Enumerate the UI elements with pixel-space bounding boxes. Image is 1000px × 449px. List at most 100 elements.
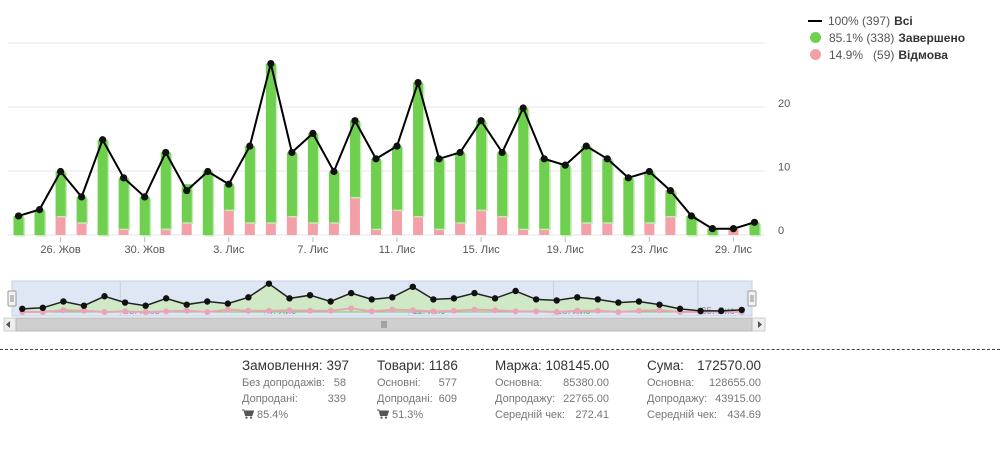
legend-pct: 85.1% — [829, 30, 864, 45]
navigator-rejected-point — [163, 308, 170, 315]
total-point — [624, 174, 632, 182]
navigator-rejected-point — [327, 307, 334, 314]
navigator-total-point — [430, 296, 437, 303]
navigator-rejected-point — [553, 309, 560, 315]
bar-completed — [55, 171, 66, 216]
navigator-rejected-point — [368, 308, 375, 315]
legend-name: Відмова — [898, 47, 948, 62]
total-point — [540, 155, 548, 163]
navigator-rejected-point — [656, 307, 663, 314]
total-point — [225, 180, 233, 188]
navigator-total-point — [594, 296, 602, 303]
navigator-total-point — [368, 296, 375, 303]
bar-completed — [265, 63, 276, 223]
stat-row: Допродані: 609 — [377, 393, 457, 405]
total-point — [750, 218, 759, 226]
bar-completed — [581, 146, 592, 223]
navigator-total-point — [306, 292, 314, 299]
bar-rejected — [497, 215, 508, 235]
total-point — [414, 79, 422, 87]
navigator-total-point — [532, 296, 540, 303]
navigator-total-point — [409, 283, 417, 290]
bar-completed — [497, 152, 508, 216]
navigator-total-point — [676, 305, 684, 313]
legend-item-rejected[interactable]: 14.9% (59) Відмова — [808, 46, 965, 63]
bar-completed — [34, 209, 45, 235]
navigator-total-point — [101, 293, 108, 300]
bar-completed — [223, 184, 234, 210]
total-point — [120, 174, 128, 182]
legend-name: Завершено — [898, 30, 966, 45]
navigator-total-point — [738, 306, 745, 314]
navigator-total-point — [717, 307, 725, 315]
bar-completed — [539, 158, 550, 229]
total-point — [708, 225, 717, 233]
navigator-total-point — [183, 301, 190, 308]
legend-count: (59) — [873, 47, 895, 62]
navigator-rejected-point — [142, 309, 149, 315]
scroll-left-icon[interactable] — [6, 321, 10, 328]
navigator-total-point — [697, 307, 704, 315]
total-point — [477, 117, 485, 125]
green-dot-icon — [810, 32, 821, 43]
total-point — [183, 186, 191, 195]
bar-completed — [602, 158, 613, 223]
chart-gridlines — [8, 42, 765, 236]
bar-rejected — [602, 222, 613, 235]
bar-rejected — [349, 196, 360, 235]
total-point — [204, 167, 212, 176]
y-tick-label: 10 — [778, 162, 790, 174]
total-point — [162, 148, 170, 157]
bar-rejected — [307, 222, 318, 235]
stats-margin: Маржа: 108145.00 Основна: 85380.00 Допрод… — [495, 358, 609, 421]
section-divider — [0, 349, 1000, 350]
bar-completed — [139, 196, 150, 235]
bar-completed — [518, 108, 529, 229]
total-point — [687, 212, 696, 220]
navigator-rejected-point — [224, 306, 231, 313]
total-point — [267, 59, 275, 68]
navigator-right-handle[interactable] — [747, 290, 757, 307]
navigator-total-point — [80, 302, 88, 309]
chart-legend: 100% (397) Всі 85.1% (338) Завершено 14.… — [808, 12, 965, 63]
stat-row: Основна: 85380.00 — [495, 377, 609, 389]
navigator-total-point — [553, 297, 560, 304]
navigator-total-point — [39, 304, 47, 311]
legend-count: (397) — [862, 13, 891, 28]
scroll-right-icon[interactable] — [758, 321, 762, 328]
legend-item-completed[interactable]: 85.1% (338) Завершено — [808, 29, 965, 46]
orders-chart: 26. Жов 30. Жов 3. Лис 7. Лис 11. Лис 15. Лис… — [3, 42, 790, 332]
bar-rejected — [539, 228, 550, 235]
total-point — [435, 155, 443, 163]
stat-row: Основні: 577 — [377, 377, 457, 389]
navigator-left-handle[interactable] — [7, 290, 17, 307]
total-point — [582, 142, 590, 150]
navigator-total-point — [121, 299, 129, 306]
total-point — [519, 104, 527, 112]
bar-completed — [307, 133, 318, 223]
navigator-total-point — [450, 295, 458, 302]
legend-item-all[interactable]: 100% (397) Всі — [808, 12, 965, 29]
stat-row: Допродажу: 22765.00 — [495, 393, 609, 405]
bar-rejected — [181, 222, 192, 235]
navigator-rejected-point — [533, 308, 540, 315]
x-tick-label: 11. Лис — [379, 244, 416, 256]
navigator-rejected-point — [183, 307, 190, 314]
navigator-rejected-point — [348, 305, 355, 312]
stat-row: Допродажу: 43915.00 — [647, 393, 761, 405]
bar-rejected — [581, 222, 592, 235]
stats-sum: Сума: 172570.00 Основна: 128655.00 Допрода… — [647, 358, 761, 421]
bar-rejected — [328, 222, 339, 235]
bar-rejected — [286, 215, 297, 235]
navigator-rejected-point — [307, 307, 314, 314]
bar-completed — [623, 177, 634, 235]
total-point — [77, 193, 86, 201]
navigator-rejected-point — [635, 307, 642, 314]
navigator-total-point — [19, 305, 26, 313]
bar-completed — [686, 215, 697, 235]
total-point — [309, 129, 317, 137]
x-tick-label: 3. Лис — [213, 244, 245, 256]
x-tick-label: 29. Лис — [715, 244, 753, 256]
navigator-rejected-point — [122, 308, 129, 315]
